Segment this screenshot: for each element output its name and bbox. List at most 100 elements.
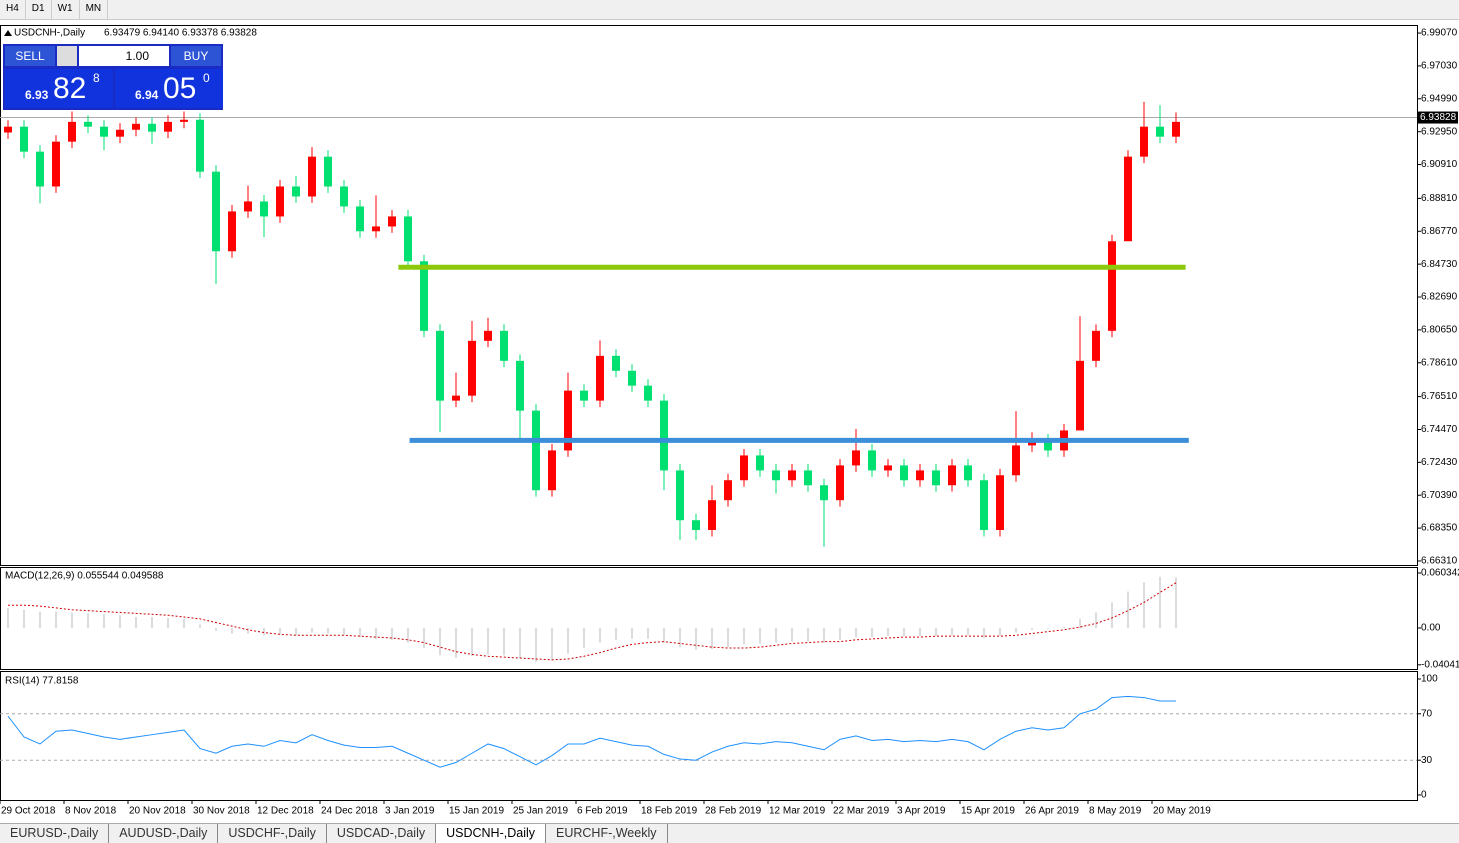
candle-body [628, 370, 636, 386]
lots-input[interactable]: 1.00 [79, 46, 169, 66]
candle-body [100, 126, 108, 137]
candle-body [644, 385, 652, 401]
current-price-box [1418, 111, 1458, 124]
candle-body [692, 520, 700, 531]
chart-tab[interactable]: USDCAD-,Daily [327, 824, 437, 843]
candle-body [68, 121, 76, 142]
x-tick-label: 29 Oct 2018 [1, 806, 56, 817]
candle-body [500, 330, 508, 361]
quote: 6.93479 6.94140 6.93378 6.93828 [104, 28, 257, 39]
chart-title: USDCNH-,Daily [14, 28, 85, 39]
candle-body [1156, 126, 1164, 137]
candle-body [916, 470, 924, 481]
candle-body [52, 141, 60, 187]
panel-frame [0, 25, 1418, 566]
bid-small: 8 [93, 71, 100, 85]
candle-body [196, 119, 204, 172]
y-tick-label: 0 [1421, 790, 1427, 801]
y-tick-label: 6.72430 [1421, 457, 1458, 468]
current-price-label: 6.93828 [1420, 112, 1457, 123]
candle-body [388, 216, 396, 227]
candle-body [420, 261, 428, 331]
ask-price[interactable]: 6.94 05 0 [115, 69, 223, 108]
chart-tab[interactable]: AUDUSD-,Daily [109, 824, 219, 843]
buy-button[interactable]: BUY [171, 46, 221, 66]
x-tick-label: 8 Nov 2018 [65, 806, 117, 817]
y-tick-label: 30 [1421, 755, 1433, 766]
candle-body [788, 470, 796, 481]
y-tick-label: 6.99070 [1421, 28, 1458, 39]
indicator-label: RSI(14) 77.8158 [5, 676, 79, 687]
candle-body [1044, 440, 1052, 451]
x-tick-label: 12 Dec 2018 [257, 806, 314, 817]
timeframe-button[interactable]: H4 [0, 0, 26, 19]
y-tick-label: 6.68350 [1421, 523, 1458, 534]
y-tick-label: 100 [1421, 674, 1438, 685]
x-tick-label: 18 Feb 2019 [641, 806, 698, 817]
candle-body [1012, 445, 1020, 476]
timeframe-button[interactable]: W1 [52, 0, 80, 19]
candle-body [4, 126, 12, 133]
bid-big: 6.93 [25, 88, 49, 102]
candle-body [900, 465, 908, 481]
bid-price[interactable]: 6.93 82 8 [5, 69, 113, 108]
candle-body [516, 360, 524, 411]
chart-tab[interactable]: USDCHF-,Daily [218, 824, 327, 843]
rsi-line [7, 695, 1176, 768]
y-tick-label: 6.88810 [1421, 193, 1458, 204]
chart-tab[interactable]: EURUSD-,Daily [0, 824, 110, 843]
candle-body [1076, 360, 1084, 431]
y-tick-label: 6.82690 [1421, 292, 1458, 303]
y-tick-label: 6.76510 [1421, 391, 1458, 402]
x-tick-label: 3 Apr 2019 [897, 806, 946, 817]
candle-body [260, 201, 268, 217]
chart-tab[interactable]: USDCNH-,Daily [436, 824, 547, 843]
timeframe-button[interactable]: MN [80, 0, 109, 19]
y-tick-label: 70 [1421, 708, 1433, 719]
candle-body [756, 455, 764, 471]
x-tick-label: 3 Jan 2019 [385, 806, 435, 817]
candle-body [1172, 121, 1180, 137]
x-tick-label: 8 May 2019 [1089, 806, 1142, 817]
x-tick-label: 6 Feb 2019 [577, 806, 628, 817]
title-marker [4, 30, 12, 36]
sell-button[interactable]: SELL [5, 46, 55, 66]
candle-body [532, 410, 540, 491]
y-tick-label: 6.86770 [1421, 226, 1458, 237]
candle-body [868, 450, 876, 471]
y-tick-label: 6.92950 [1421, 126, 1458, 137]
lots-down[interactable] [57, 46, 77, 66]
panel-frame [0, 567, 1418, 670]
candle-body [836, 465, 844, 501]
chart-tab[interactable]: EURCHF-,Weekly [546, 824, 668, 843]
x-tick-label: 24 Dec 2018 [321, 806, 378, 817]
candle-body [580, 390, 588, 401]
signal-line [8, 582, 1177, 661]
candle-body [852, 450, 860, 466]
candle-body [84, 121, 92, 127]
candle-body [708, 500, 716, 531]
candle-body [292, 186, 300, 197]
timeframe-button[interactable]: D1 [26, 0, 52, 19]
candle-body [436, 330, 444, 401]
ask-small: 0 [203, 71, 210, 85]
candle-body [276, 186, 284, 217]
candle-body [772, 470, 780, 481]
x-tick-label: 26 Apr 2019 [1025, 806, 1079, 817]
y-tick-label: 6.80650 [1421, 325, 1458, 336]
x-tick-label: 20 May 2019 [1153, 806, 1211, 817]
candle-body [724, 480, 732, 501]
candle-body [212, 171, 220, 252]
x-tick-label: 22 Mar 2019 [833, 806, 890, 817]
y-tick-label: 6.70390 [1421, 490, 1458, 501]
y-tick-label: 6.66310 [1421, 556, 1458, 567]
candle-body [1092, 330, 1100, 361]
candle-body [116, 129, 124, 137]
chart: 6.99070 6.97030 6.94990 6.92950 6.90910 6.888… [0, 25, 1459, 817]
x-tick-label: 28 Feb 2019 [705, 806, 762, 817]
x-tick-label: 12 Mar 2019 [769, 806, 826, 817]
candle-body [484, 330, 492, 341]
candle-body [548, 450, 556, 491]
candle-body [228, 211, 236, 252]
y-tick-label: 6.74470 [1421, 424, 1458, 435]
